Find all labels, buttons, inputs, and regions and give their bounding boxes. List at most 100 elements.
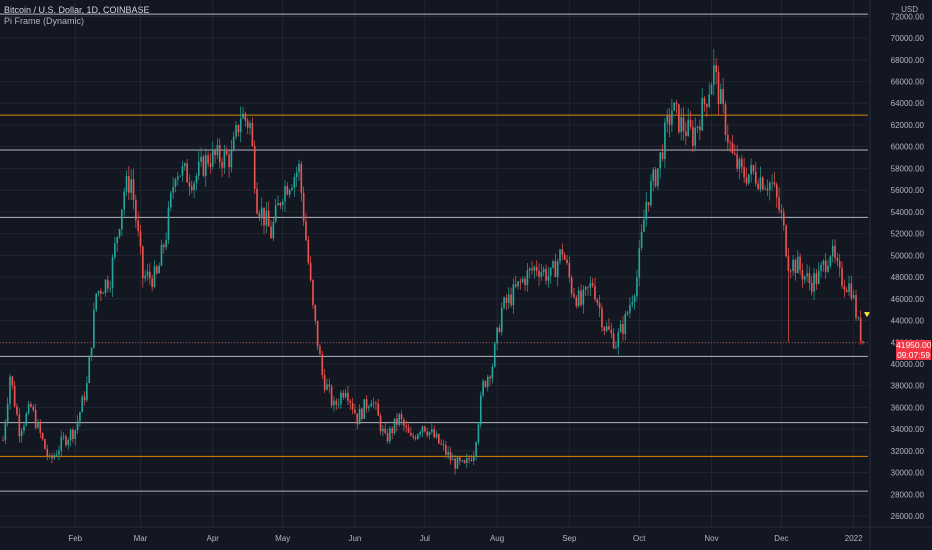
price-tick-label: 66000.00 — [891, 77, 925, 86]
candle-body — [468, 458, 470, 460]
candle-body — [766, 188, 769, 191]
candle-body — [521, 278, 524, 282]
candle-body — [442, 444, 445, 446]
candle-body — [640, 231, 643, 249]
candle-body — [713, 65, 715, 85]
candle-body — [242, 113, 244, 119]
candle-body — [855, 295, 857, 319]
candle-body — [393, 418, 396, 434]
candle-body — [591, 282, 594, 286]
candle-body — [692, 126, 694, 146]
candle-body — [687, 119, 690, 137]
candle-body — [465, 458, 468, 464]
candle-body — [650, 181, 652, 206]
candle-body — [221, 161, 223, 168]
candle-body — [260, 207, 263, 217]
candle-body — [831, 245, 834, 257]
candle-body — [848, 283, 850, 293]
candle-body — [16, 406, 18, 415]
symbol-title[interactable]: Bitcoin / U.S. Dollar, 1D, COINBASE — [4, 5, 150, 15]
candle-body — [263, 207, 265, 226]
candle-body — [775, 184, 778, 198]
candle-body — [312, 280, 314, 305]
candle-body — [824, 260, 827, 272]
grid-lines — [0, 0, 868, 527]
candle-body — [608, 326, 610, 330]
candle-body — [486, 376, 489, 387]
candle-body — [722, 89, 724, 104]
candle-body — [675, 102, 678, 105]
candle-body — [659, 152, 662, 169]
candle-body — [526, 270, 529, 285]
candle-body — [386, 433, 389, 442]
candle-body — [370, 403, 373, 407]
candle-body — [83, 396, 86, 401]
price-tick-label: 38000.00 — [891, 382, 925, 391]
candle-body — [389, 428, 391, 442]
candle-body — [62, 436, 65, 438]
candle-body — [619, 323, 622, 333]
candle-body — [794, 259, 797, 274]
candle-body — [379, 415, 382, 432]
candle-body — [475, 442, 477, 457]
candle-body — [410, 432, 412, 436]
candle-body — [244, 113, 247, 121]
candle-body — [612, 333, 615, 349]
candle-body — [447, 451, 449, 455]
time-axis[interactable]: Feb Mar Apr May Jun Jul Aug Sep Oct Nov Dec 2022 — [68, 534, 863, 543]
candle-body — [351, 403, 354, 410]
candle-body — [829, 256, 832, 266]
price-tick-label: 56000.00 — [891, 186, 925, 195]
price-tick-label: 58000.00 — [891, 164, 925, 173]
candle-body — [419, 432, 421, 435]
candle-body — [792, 259, 794, 271]
candle-body — [4, 422, 7, 441]
candle-body — [734, 153, 736, 155]
candle-body — [121, 209, 123, 230]
price-tick-label: 32000.00 — [891, 447, 925, 456]
candle-body — [86, 382, 88, 401]
candle-body — [405, 426, 408, 428]
candle-body — [218, 145, 221, 162]
candle-body — [237, 125, 240, 133]
candle-body — [505, 297, 508, 303]
candle-body — [703, 97, 706, 105]
candle-body — [491, 366, 494, 379]
candle-body — [857, 317, 860, 319]
candle-body — [638, 248, 641, 278]
candle-body — [58, 450, 60, 455]
candle-body — [517, 281, 519, 287]
candle-body — [258, 213, 261, 217]
candle-body — [589, 282, 592, 288]
candle-body — [156, 266, 158, 274]
candle-body — [354, 409, 356, 414]
candle-body — [682, 117, 685, 132]
candle-body — [736, 154, 738, 169]
candle-body — [95, 293, 98, 310]
candle-body — [149, 271, 151, 279]
candle-body — [216, 145, 219, 156]
candle-body — [372, 402, 375, 404]
candle-body — [510, 294, 512, 306]
candle-body — [731, 143, 734, 154]
candle-body — [552, 261, 554, 268]
candle-body — [223, 151, 226, 168]
candle-body — [279, 203, 282, 206]
price-axis[interactable]: 26000.00 28000.00 30000.00 32000.00 34000.00… — [891, 12, 925, 521]
price-tick-label: 70000.00 — [891, 34, 925, 43]
candle-body — [531, 268, 533, 271]
indicator-label[interactable]: Pi Frame (Dynamic) — [4, 16, 85, 26]
candle-body — [652, 169, 655, 182]
candle-body — [368, 406, 370, 409]
candle-body — [463, 460, 466, 464]
candle-body — [438, 433, 440, 444]
candle-body — [636, 277, 638, 297]
candle-body — [701, 97, 704, 131]
candle-body — [470, 459, 473, 461]
candle-body — [72, 429, 74, 439]
candle-body — [162, 244, 165, 248]
candle-body — [344, 392, 347, 398]
time-tick-label: May — [275, 534, 290, 543]
candle-body — [859, 317, 862, 342]
